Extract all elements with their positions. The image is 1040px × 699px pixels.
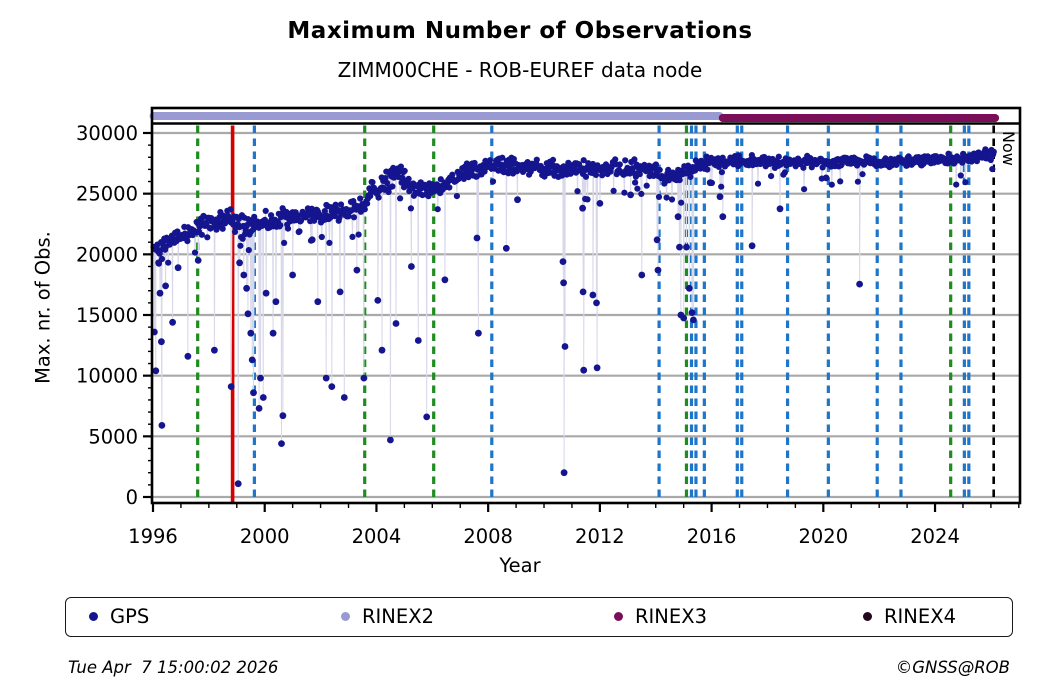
svg-text:2016: 2016 xyxy=(687,525,737,548)
gps-marker-icon xyxy=(89,612,98,621)
legend-label: GPS xyxy=(110,605,150,628)
legend-item-gps: GPS xyxy=(89,598,149,635)
svg-text:10000: 10000 xyxy=(76,365,138,388)
svg-text:25000: 25000 xyxy=(76,183,138,206)
legend: GPS RINEX2 RINEX3 RINEX4 xyxy=(65,597,1013,637)
chart-title: Maximum Number of Observations xyxy=(287,18,753,44)
rinex2-marker-icon xyxy=(341,612,350,621)
legend-label: RINEX3 xyxy=(635,605,707,628)
svg-text:30000: 30000 xyxy=(76,122,138,145)
svg-text:20000: 20000 xyxy=(76,243,138,266)
svg-text:2000: 2000 xyxy=(240,525,290,548)
svg-text:2024: 2024 xyxy=(910,525,960,548)
legend-item-rinex2: RINEX2 xyxy=(341,598,434,635)
legend-label: RINEX4 xyxy=(884,605,956,628)
x-axis-label: Year xyxy=(499,554,541,577)
svg-text:2012: 2012 xyxy=(575,525,625,548)
svg-text:2020: 2020 xyxy=(798,525,848,548)
rinex3-marker-icon xyxy=(614,612,623,621)
svg-text:2008: 2008 xyxy=(463,525,513,548)
svg-text:15000: 15000 xyxy=(76,304,138,327)
legend-item-rinex3: RINEX3 xyxy=(614,598,707,635)
rinex4-marker-icon xyxy=(863,612,872,621)
now-annotation: Now xyxy=(999,131,1018,166)
svg-text:1996: 1996 xyxy=(128,525,178,548)
copyright: ©GNSS@ROB xyxy=(895,658,1010,677)
plot-area: 0 5000 10000 15000 20000 25000 30000 1996 2000 20… xyxy=(76,106,1022,548)
chart-subtitle: ZIMM00CHE - ROB-EUREF data node xyxy=(337,58,703,82)
svg-text:2004: 2004 xyxy=(352,525,402,548)
svg-text:5000: 5000 xyxy=(88,425,138,448)
legend-item-rinex4: RINEX4 xyxy=(863,598,956,635)
timestamp: Tue Apr 7 15:00:02 2026 xyxy=(68,658,279,677)
svg-text:0: 0 xyxy=(126,486,138,509)
legend-label: RINEX2 xyxy=(362,605,434,628)
